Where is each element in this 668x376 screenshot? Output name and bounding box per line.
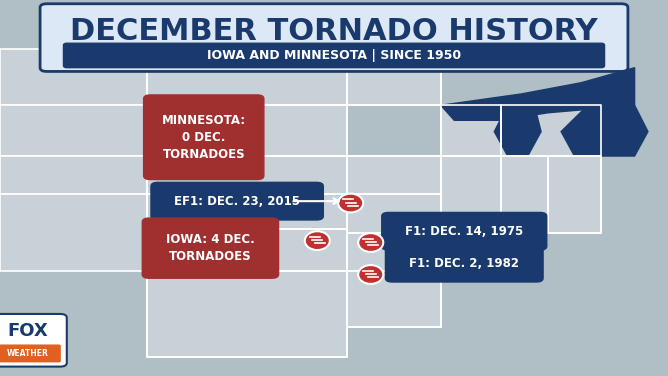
Polygon shape (501, 105, 601, 156)
Polygon shape (494, 105, 541, 156)
Text: WEATHER: WEATHER (7, 349, 49, 358)
Polygon shape (147, 271, 347, 357)
FancyBboxPatch shape (142, 218, 279, 278)
Text: IOWA AND MINNESOTA | SINCE 1950: IOWA AND MINNESOTA | SINCE 1950 (207, 49, 461, 62)
Polygon shape (0, 194, 147, 271)
Polygon shape (147, 156, 347, 194)
FancyBboxPatch shape (385, 244, 543, 282)
FancyBboxPatch shape (40, 4, 628, 71)
Polygon shape (347, 156, 441, 194)
Polygon shape (0, 156, 147, 194)
FancyBboxPatch shape (381, 212, 546, 250)
Polygon shape (501, 156, 548, 233)
Polygon shape (548, 156, 601, 233)
Polygon shape (147, 68, 347, 105)
Text: F1: DEC. 14, 1975: F1: DEC. 14, 1975 (405, 225, 524, 238)
Polygon shape (441, 105, 501, 156)
Polygon shape (347, 271, 441, 327)
Polygon shape (347, 194, 441, 233)
Text: IOWA: 4 DEC.
TORNADOES: IOWA: 4 DEC. TORNADOES (166, 233, 255, 263)
Polygon shape (441, 156, 501, 233)
Ellipse shape (338, 194, 363, 212)
Polygon shape (347, 68, 441, 105)
FancyBboxPatch shape (151, 182, 323, 220)
Text: FOX: FOX (7, 322, 49, 340)
Polygon shape (0, 49, 147, 105)
FancyBboxPatch shape (0, 345, 60, 362)
Polygon shape (441, 68, 635, 120)
FancyBboxPatch shape (0, 314, 67, 367)
Ellipse shape (358, 233, 383, 252)
Polygon shape (147, 229, 347, 271)
FancyBboxPatch shape (144, 95, 264, 180)
Polygon shape (147, 194, 347, 229)
Polygon shape (347, 233, 441, 271)
Text: EF1: DEC. 23, 2015: EF1: DEC. 23, 2015 (174, 195, 300, 208)
Ellipse shape (305, 231, 330, 250)
FancyBboxPatch shape (63, 43, 605, 68)
Polygon shape (561, 105, 648, 156)
Polygon shape (0, 105, 147, 156)
Text: DECEMBER TORNADO HISTORY: DECEMBER TORNADO HISTORY (70, 17, 598, 47)
Text: F1: DEC. 2, 1982: F1: DEC. 2, 1982 (409, 257, 519, 270)
Polygon shape (147, 105, 347, 156)
Text: MINNESOTA:
0 DEC.
TORNADOES: MINNESOTA: 0 DEC. TORNADOES (162, 114, 246, 161)
Ellipse shape (358, 265, 383, 284)
